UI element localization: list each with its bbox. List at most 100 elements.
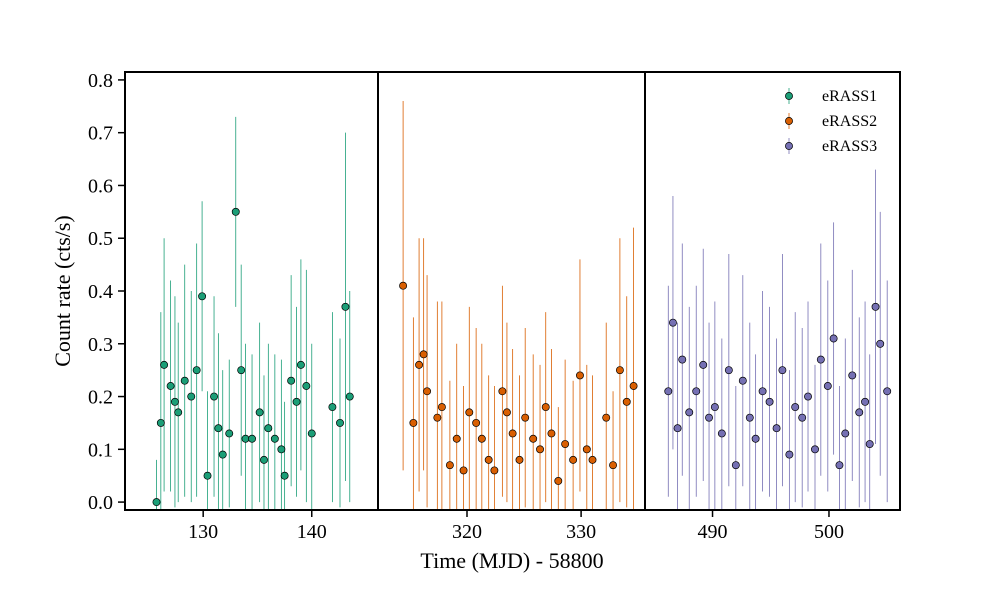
data-point <box>280 471 289 480</box>
data-point <box>609 461 618 470</box>
panel-frame <box>644 71 901 511</box>
data-point <box>415 360 424 369</box>
data-point <box>399 281 408 290</box>
data-point <box>829 334 838 343</box>
data-point <box>452 434 461 443</box>
data-point <box>615 366 624 375</box>
data-point <box>778 366 787 375</box>
data-point <box>341 302 350 311</box>
y-tick-label: 0.8 <box>88 70 113 92</box>
data-point <box>472 418 481 427</box>
data-point <box>861 397 870 406</box>
x-tick-label: 140 <box>297 521 327 543</box>
data-point <box>871 302 880 311</box>
data-point <box>738 376 747 385</box>
data-point <box>187 392 196 401</box>
data-point <box>883 387 892 396</box>
data-point <box>685 408 694 417</box>
data-point <box>336 418 344 427</box>
y-tick-label: 0.3 <box>88 334 113 356</box>
data-point <box>174 408 183 417</box>
data-point <box>811 445 819 454</box>
data-point <box>156 418 165 427</box>
legend-marker <box>785 92 793 100</box>
data-point <box>445 461 454 470</box>
data-point <box>498 387 507 396</box>
data-point <box>731 461 740 470</box>
data-point <box>758 387 767 396</box>
y-tick-label: 0.1 <box>88 439 113 461</box>
data-point <box>678 355 687 364</box>
data-point <box>248 434 256 443</box>
data-point <box>772 424 781 433</box>
data-point <box>225 429 234 438</box>
data-point <box>345 392 354 401</box>
data-point <box>876 339 885 348</box>
y-axis-label: Count rate (cts/s) <box>50 215 75 367</box>
data-point <box>823 382 832 390</box>
data-point <box>547 429 556 438</box>
data-point <box>292 397 301 406</box>
data-point <box>270 434 279 443</box>
legend-label: eRASS2 <box>822 113 877 130</box>
data-point <box>705 413 713 422</box>
data-point <box>237 366 246 375</box>
data-point <box>791 403 800 412</box>
data-point <box>203 471 212 480</box>
data-point <box>218 450 227 459</box>
legend-marker <box>785 142 793 150</box>
y-tick-label: 0.5 <box>88 228 113 250</box>
data-point <box>745 413 754 422</box>
data-point <box>692 387 701 396</box>
x-tick-label: 320 <box>452 521 482 543</box>
data-point <box>264 424 273 433</box>
y-axis: 0.0 0.1 0.2 0.3 0.4 0.5 0.6 0.7 0.8 <box>88 70 125 514</box>
data-point <box>855 408 864 417</box>
data-point <box>804 392 812 401</box>
data-point <box>629 382 638 390</box>
data-point <box>588 455 597 464</box>
data-point <box>710 403 719 412</box>
data-point <box>192 366 201 375</box>
data-point <box>255 408 264 417</box>
y-tick-label: 0.4 <box>88 281 113 303</box>
y-tick-label: 0.6 <box>88 175 113 197</box>
data-point <box>529 434 538 443</box>
data-point <box>835 461 844 470</box>
data-point <box>664 387 673 396</box>
x-tick-label: 490 <box>698 521 728 543</box>
data-point <box>241 434 250 443</box>
data-point <box>477 434 486 443</box>
panel-eRASS1: 130 140 <box>124 71 379 543</box>
data-point <box>437 403 446 412</box>
data-point <box>508 429 517 438</box>
data-point <box>490 466 499 475</box>
data-point <box>602 413 611 422</box>
data-point <box>541 403 550 412</box>
data-point <box>673 424 682 433</box>
data-point <box>668 318 677 327</box>
panel-eRASS2: 320 330 <box>377 71 646 543</box>
data-point <box>582 445 591 454</box>
data-point <box>785 450 794 459</box>
panel-frame <box>377 71 646 511</box>
data-point <box>302 382 311 390</box>
data-point <box>569 455 578 464</box>
data-point <box>724 366 733 375</box>
data-point <box>865 440 874 448</box>
panels: 130 140 320 330 490 500 <box>124 71 901 543</box>
legend-item-eRASS1: eRASS1 <box>785 88 877 105</box>
data-point <box>502 408 511 417</box>
legend-label: eRASS3 <box>822 138 877 155</box>
data-point <box>214 424 223 433</box>
data-point <box>166 382 175 390</box>
data-point <box>536 445 544 454</box>
data-point <box>170 397 179 406</box>
data-point <box>561 440 570 448</box>
x-axis-label: Time (MJD) - 58800 <box>420 548 603 573</box>
data-point <box>751 434 760 443</box>
legend: eRASS1 eRASS2 eRASS3 <box>785 88 877 155</box>
data-point <box>231 207 240 216</box>
data-point <box>717 429 726 438</box>
x-tick-label: 130 <box>188 521 218 543</box>
